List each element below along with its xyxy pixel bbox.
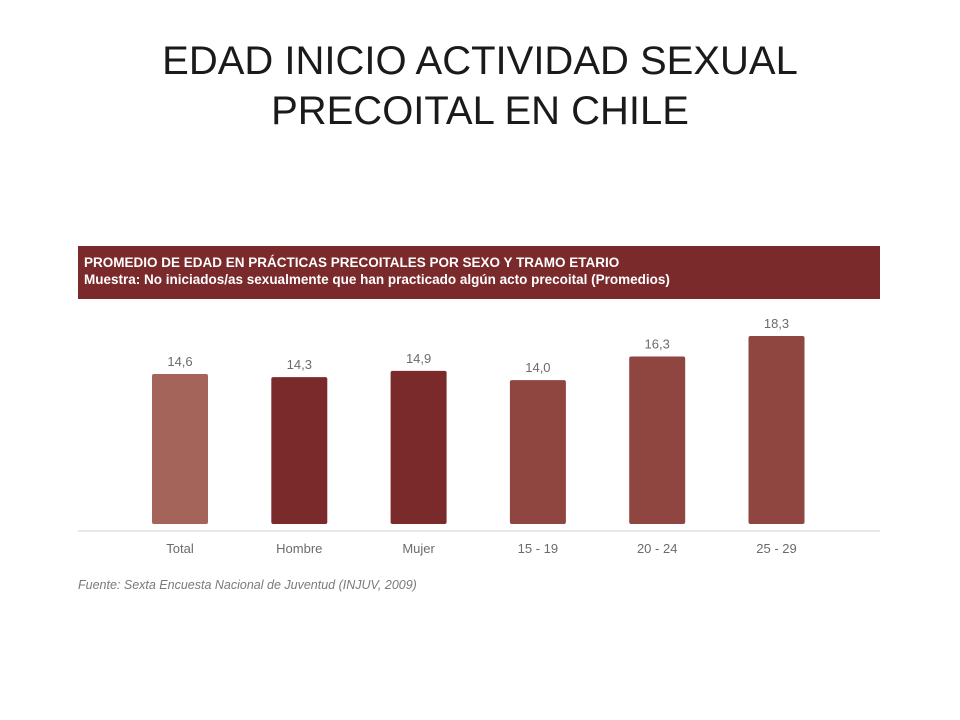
bar <box>390 370 447 524</box>
x-tick-label: 25 - 29 <box>756 541 796 556</box>
bar <box>748 336 805 524</box>
x-tick-label: Total <box>166 541 194 556</box>
x-tick-label: 15 - 19 <box>518 541 558 556</box>
data-label: 14,0 <box>525 360 550 375</box>
chart-subtitle: Muestra: No iniciados/as sexualmente que… <box>84 272 670 287</box>
data-label: 14,6 <box>167 354 192 369</box>
bar <box>509 380 566 524</box>
slide-title: EDAD INICIO ACTIVIDAD SEXUAL PRECOITAL E… <box>0 36 960 136</box>
bar <box>271 377 328 524</box>
data-label: 14,3 <box>287 357 312 372</box>
slide-title-line-1: EDAD INICIO ACTIVIDAD SEXUAL <box>162 39 798 83</box>
data-label: 14,9 <box>406 351 431 366</box>
x-tick-label: 20 - 24 <box>637 541 677 556</box>
x-tick-label: Mujer <box>402 541 435 556</box>
bar <box>152 374 208 524</box>
slide-title-line-2: PRECOITAL EN CHILE <box>271 89 689 133</box>
data-label: 18,3 <box>764 316 789 331</box>
chart-header: PROMEDIO DE EDAD EN PRÁCTICAS PRECOITALE… <box>78 246 880 299</box>
bar-chart: 14,6 Total 14,3 Hombre 14,9 Mujer 14,0 15 - 19 1… <box>78 316 880 556</box>
data-label: 16,3 <box>645 337 670 352</box>
chart-title: PROMEDIO DE EDAD EN PRÁCTICAS PRECOITALE… <box>84 255 620 270</box>
chart-source: Fuente: Sexta Encuesta Nacional de Juven… <box>78 578 417 592</box>
bar <box>629 356 686 524</box>
x-tick-label: Hombre <box>276 541 322 556</box>
